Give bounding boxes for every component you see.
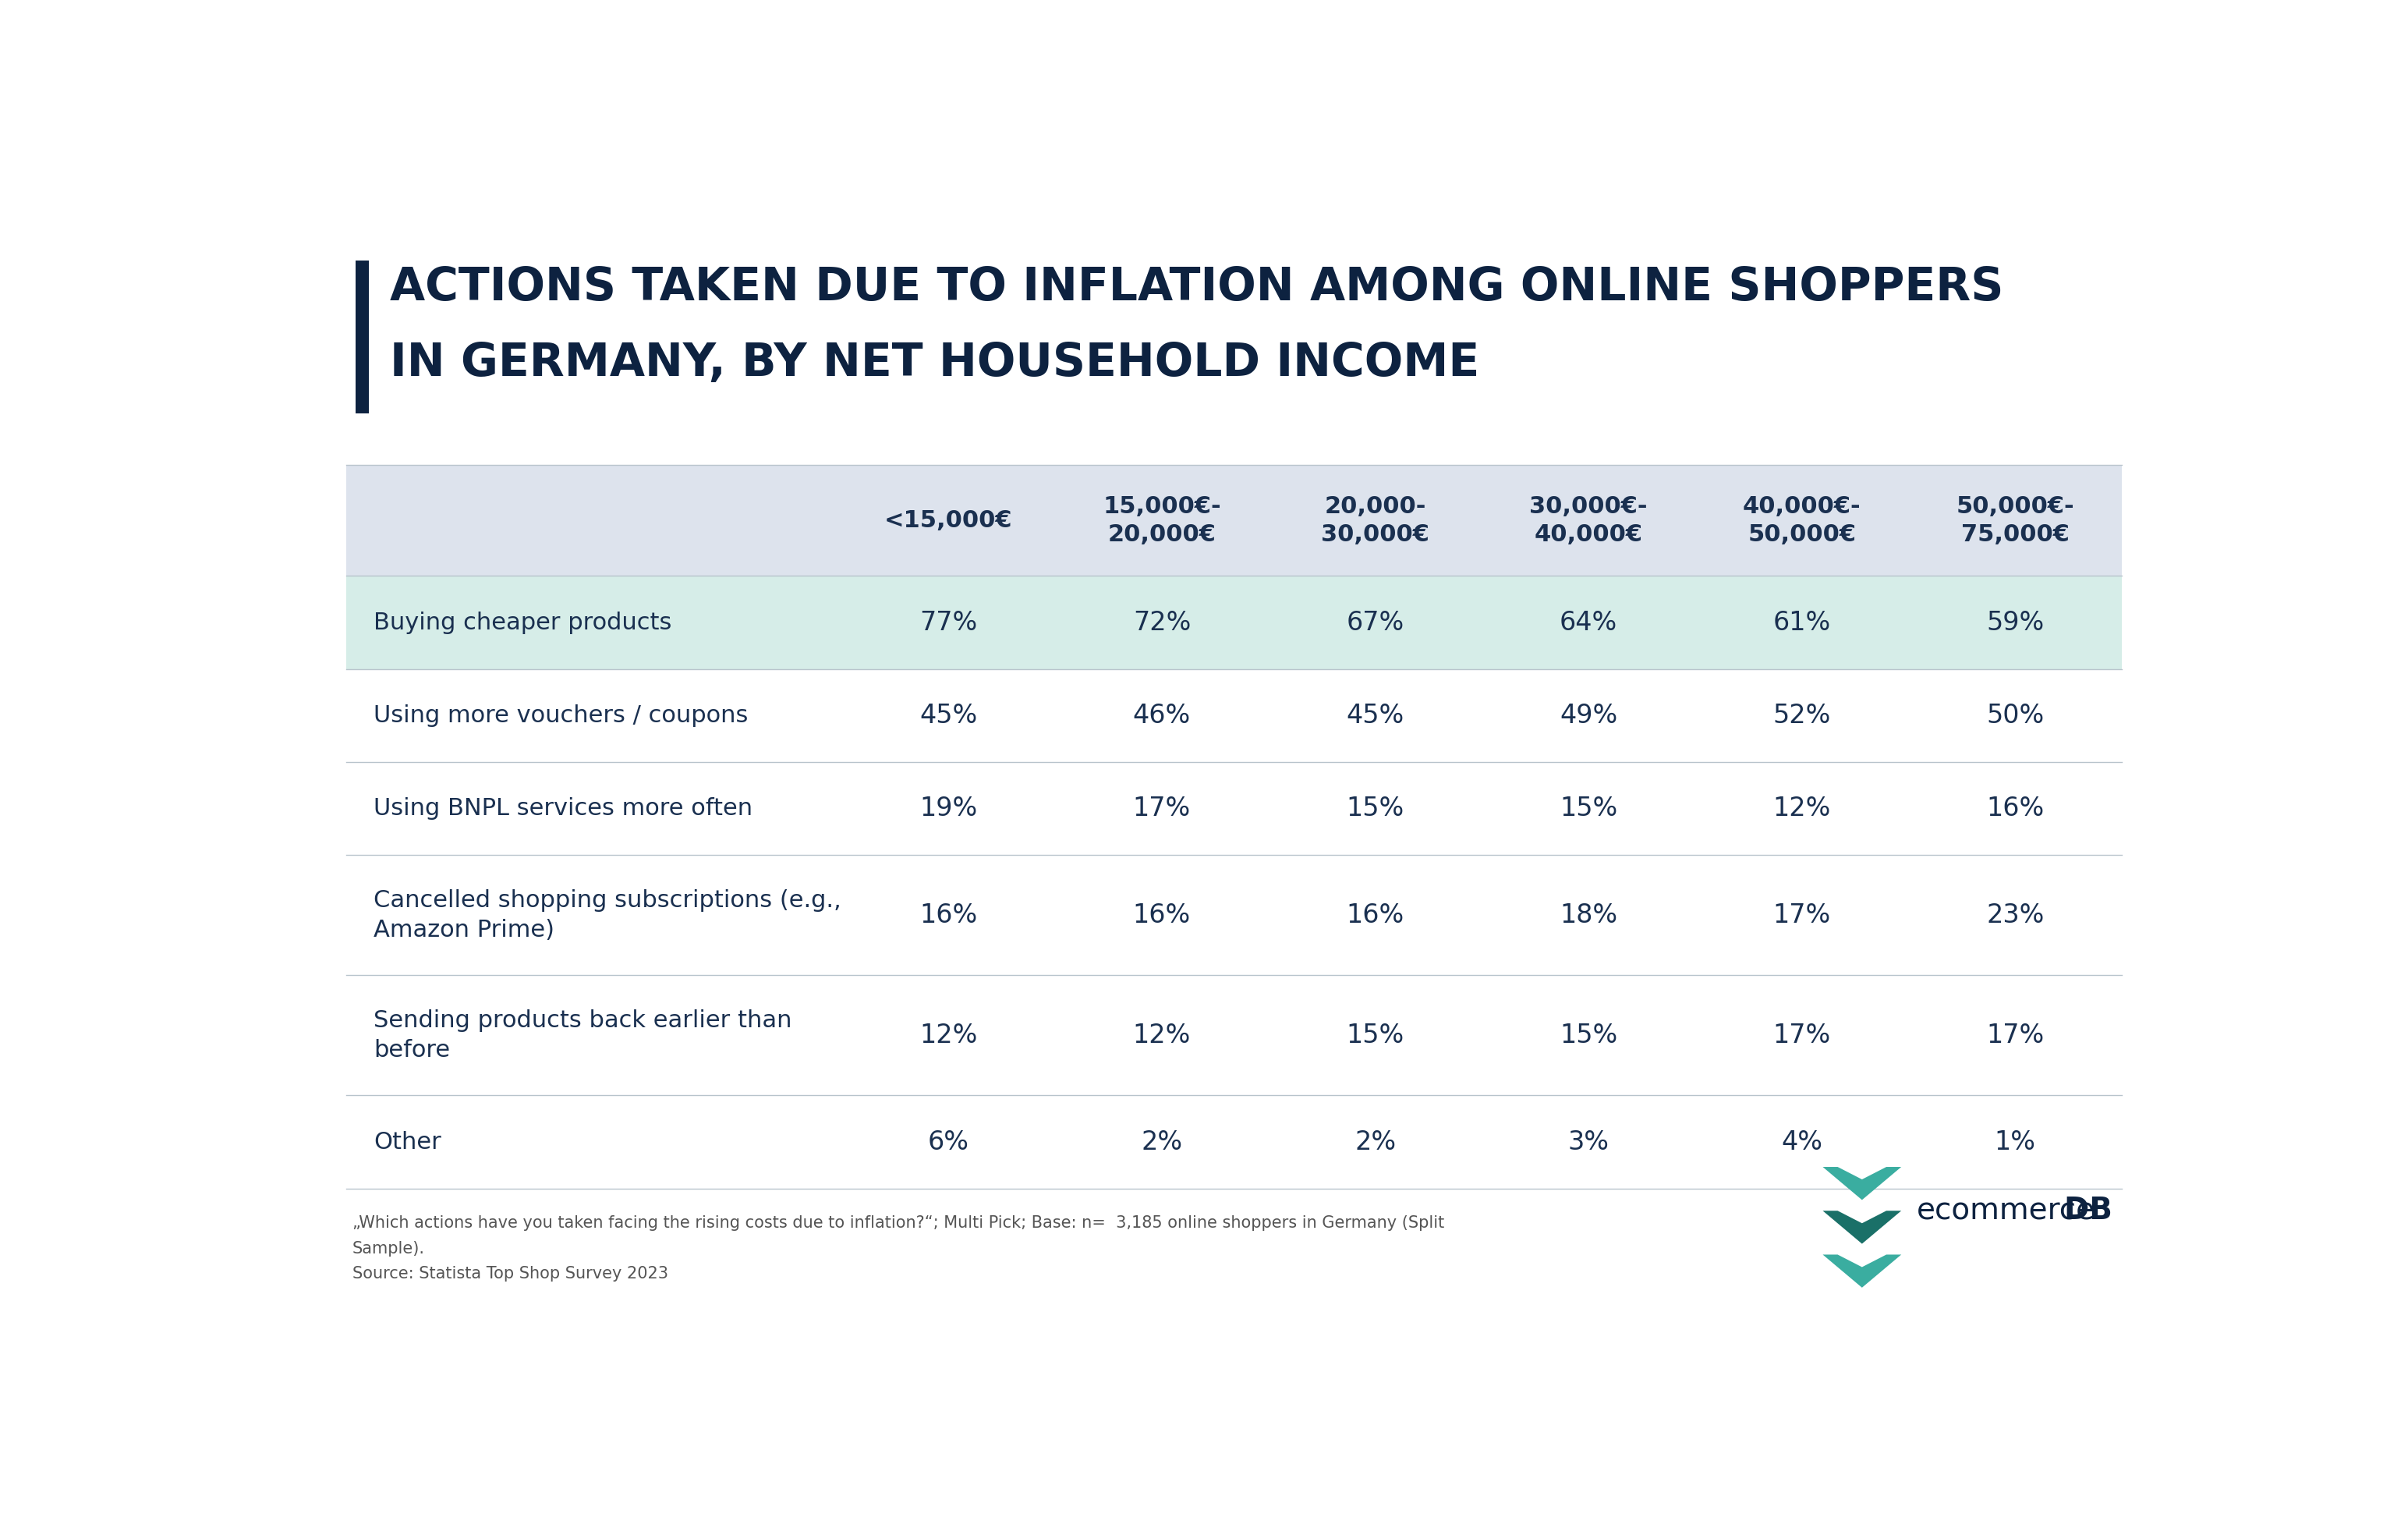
Text: 59%: 59%: [1987, 610, 2044, 636]
Text: 18%: 18%: [1560, 902, 1618, 928]
Text: <15,000€: <15,000€: [884, 510, 1014, 532]
Bar: [347, 669, 2121, 762]
Text: 15%: 15%: [1346, 1022, 1404, 1048]
Text: 52%: 52%: [1772, 703, 1830, 729]
Text: 3%: 3%: [1568, 1129, 1609, 1154]
Text: 40,000€-
50,000€: 40,000€- 50,000€: [1743, 494, 1861, 546]
Text: ACTIONS TAKEN DUE TO INFLATION AMONG ONLINE SHOPPERS: ACTIONS TAKEN DUE TO INFLATION AMONG ONL…: [390, 265, 2003, 310]
Bar: [347, 576, 2121, 669]
Bar: [356, 260, 368, 414]
Text: 17%: 17%: [1987, 1022, 2044, 1048]
Text: 17%: 17%: [1772, 1022, 1830, 1048]
Text: DB: DB: [1917, 1196, 2112, 1226]
Text: 23%: 23%: [1987, 902, 2044, 928]
Text: 45%: 45%: [1346, 703, 1404, 729]
Text: 64%: 64%: [1560, 610, 1618, 636]
Text: 61%: 61%: [1772, 610, 1830, 636]
Text: 77%: 77%: [920, 610, 978, 636]
Text: ecommerce: ecommerce: [1917, 1196, 2095, 1226]
Text: Source: Statista Top Shop Survey 2023: Source: Statista Top Shop Survey 2023: [352, 1265, 667, 1282]
Bar: [347, 762, 2121, 855]
Text: 17%: 17%: [1132, 795, 1192, 821]
Text: 4%: 4%: [1782, 1129, 1823, 1154]
Text: 72%: 72%: [1132, 610, 1192, 636]
Text: 2%: 2%: [1356, 1129, 1397, 1154]
Text: 46%: 46%: [1132, 703, 1192, 729]
Text: Using more vouchers / coupons: Using more vouchers / coupons: [373, 704, 749, 727]
Bar: [347, 465, 2121, 576]
Text: Other: Other: [373, 1130, 441, 1153]
Text: 15,000€-
20,000€: 15,000€- 20,000€: [1103, 494, 1221, 546]
Text: 16%: 16%: [1132, 902, 1192, 928]
Text: 16%: 16%: [920, 902, 978, 928]
Text: 15%: 15%: [1560, 1022, 1618, 1048]
Text: 12%: 12%: [920, 1022, 978, 1048]
Bar: [347, 975, 2121, 1095]
Text: 6%: 6%: [927, 1129, 968, 1154]
Text: 12%: 12%: [1132, 1022, 1192, 1048]
Text: 45%: 45%: [920, 703, 978, 729]
Text: Sample).: Sample).: [352, 1241, 424, 1256]
Text: 20,000-
30,000€: 20,000- 30,000€: [1322, 494, 1430, 546]
Text: 17%: 17%: [1772, 902, 1830, 928]
Text: 16%: 16%: [1987, 795, 2044, 821]
Text: Cancelled shopping subscriptions (e.g.,
Amazon Prime): Cancelled shopping subscriptions (e.g., …: [373, 890, 840, 941]
Text: „Which actions have you taken facing the rising costs due to inflation?“; Multi : „Which actions have you taken facing the…: [352, 1215, 1445, 1230]
Text: Sending products back earlier than
before: Sending products back earlier than befor…: [373, 1008, 792, 1062]
Text: 50,000€-
75,000€: 50,000€- 75,000€: [1955, 494, 2073, 546]
Text: 16%: 16%: [1346, 902, 1404, 928]
Text: Buying cheaper products: Buying cheaper products: [373, 611, 672, 634]
Text: 30,000€-
40,000€: 30,000€- 40,000€: [1529, 494, 1647, 546]
Text: 12%: 12%: [1772, 795, 1830, 821]
Text: 2%: 2%: [1141, 1129, 1182, 1154]
Polygon shape: [1823, 1211, 1902, 1244]
Text: 1%: 1%: [1994, 1129, 2035, 1154]
Bar: [347, 1095, 2121, 1188]
Text: 19%: 19%: [920, 795, 978, 821]
Text: 15%: 15%: [1560, 795, 1618, 821]
Bar: [347, 855, 2121, 975]
Polygon shape: [1823, 1255, 1902, 1288]
Text: Using BNPL services more often: Using BNPL services more often: [373, 797, 754, 820]
Text: 49%: 49%: [1560, 703, 1618, 729]
Text: IN GERMANY, BY NET HOUSEHOLD INCOME: IN GERMANY, BY NET HOUSEHOLD INCOME: [390, 341, 1479, 385]
Text: 15%: 15%: [1346, 795, 1404, 821]
Text: 50%: 50%: [1987, 703, 2044, 729]
Text: 67%: 67%: [1346, 610, 1404, 636]
Polygon shape: [1823, 1167, 1902, 1200]
